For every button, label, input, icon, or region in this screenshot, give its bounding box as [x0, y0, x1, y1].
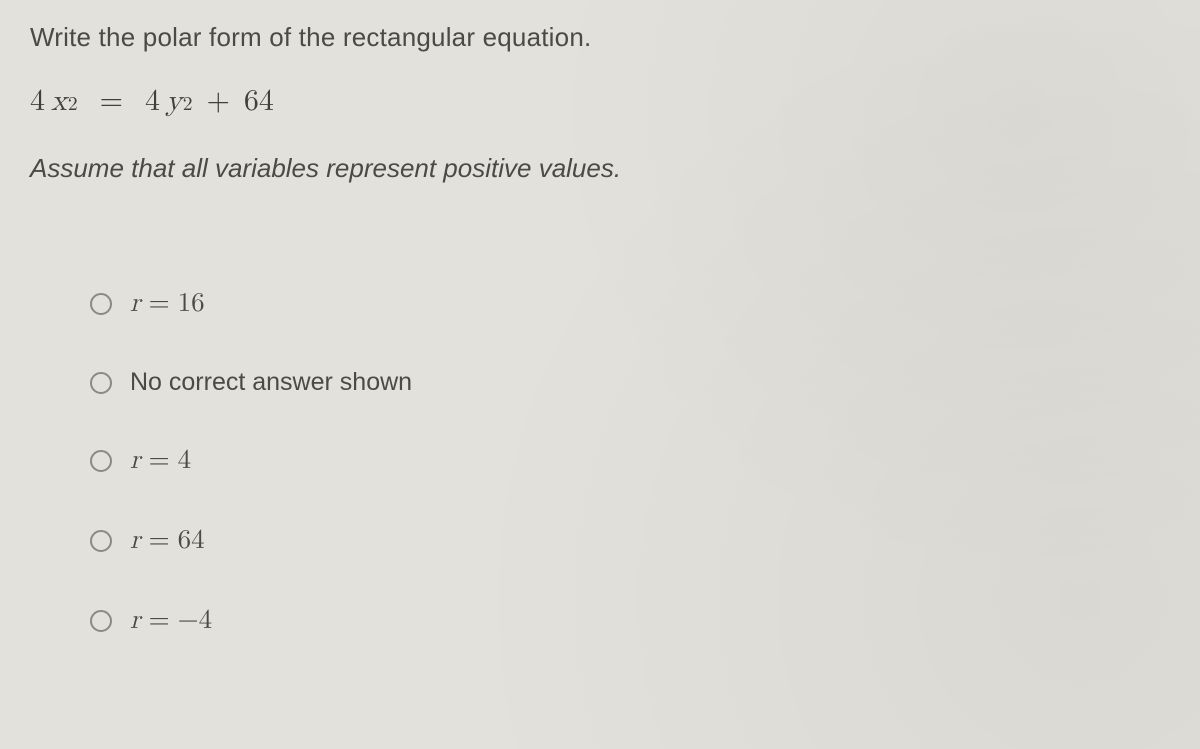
- rhs-constant: 64: [244, 83, 274, 119]
- option-4-label: r = 64: [130, 525, 205, 557]
- option-1-label: r = 16: [130, 288, 205, 320]
- assumption-note: Assume that all variables represent posi…: [30, 153, 1170, 184]
- option-val: −4: [178, 605, 213, 637]
- rhs-exponent: 2: [183, 92, 193, 116]
- option-val: 64: [178, 525, 205, 557]
- option-var: r: [130, 525, 141, 557]
- answer-options: r = 16 No correct answer shown r = 4 r =…: [90, 288, 1170, 637]
- option-val: 4: [178, 445, 192, 477]
- option-var: r: [130, 605, 141, 637]
- question-prompt: Write the polar form of the rectangular …: [30, 22, 1170, 53]
- option-5-label: r = −4: [130, 605, 212, 637]
- option-3-label: r = 4: [130, 445, 191, 477]
- radio-icon: [90, 610, 112, 632]
- radio-icon: [90, 450, 112, 472]
- option-eq: =: [149, 445, 170, 477]
- lhs-exponent: 2: [68, 92, 78, 116]
- option-eq: =: [149, 525, 170, 557]
- option-var: r: [130, 288, 141, 320]
- radio-icon: [90, 293, 112, 315]
- equals-sign: =: [100, 83, 123, 119]
- option-2-label: No correct answer shown: [130, 368, 412, 397]
- plus-sign: +: [207, 83, 230, 119]
- option-4[interactable]: r = 64: [90, 525, 1170, 557]
- option-2[interactable]: No correct answer shown: [90, 368, 1170, 397]
- lhs-coefficient: 4: [30, 83, 45, 119]
- option-3[interactable]: r = 4: [90, 445, 1170, 477]
- rhs-coefficient: 4: [145, 83, 160, 119]
- radio-icon: [90, 530, 112, 552]
- radio-icon: [90, 372, 112, 394]
- option-eq: =: [149, 605, 170, 637]
- equation: 4 x 2 = 4 y 2 + 64: [30, 83, 1170, 119]
- option-var: r: [130, 445, 141, 477]
- rhs-variable: y: [166, 83, 182, 119]
- option-eq: =: [149, 288, 170, 320]
- lhs-variable: x: [51, 83, 67, 119]
- option-1[interactable]: r = 16: [90, 288, 1170, 320]
- option-5[interactable]: r = −4: [90, 605, 1170, 637]
- option-val: 16: [178, 288, 205, 320]
